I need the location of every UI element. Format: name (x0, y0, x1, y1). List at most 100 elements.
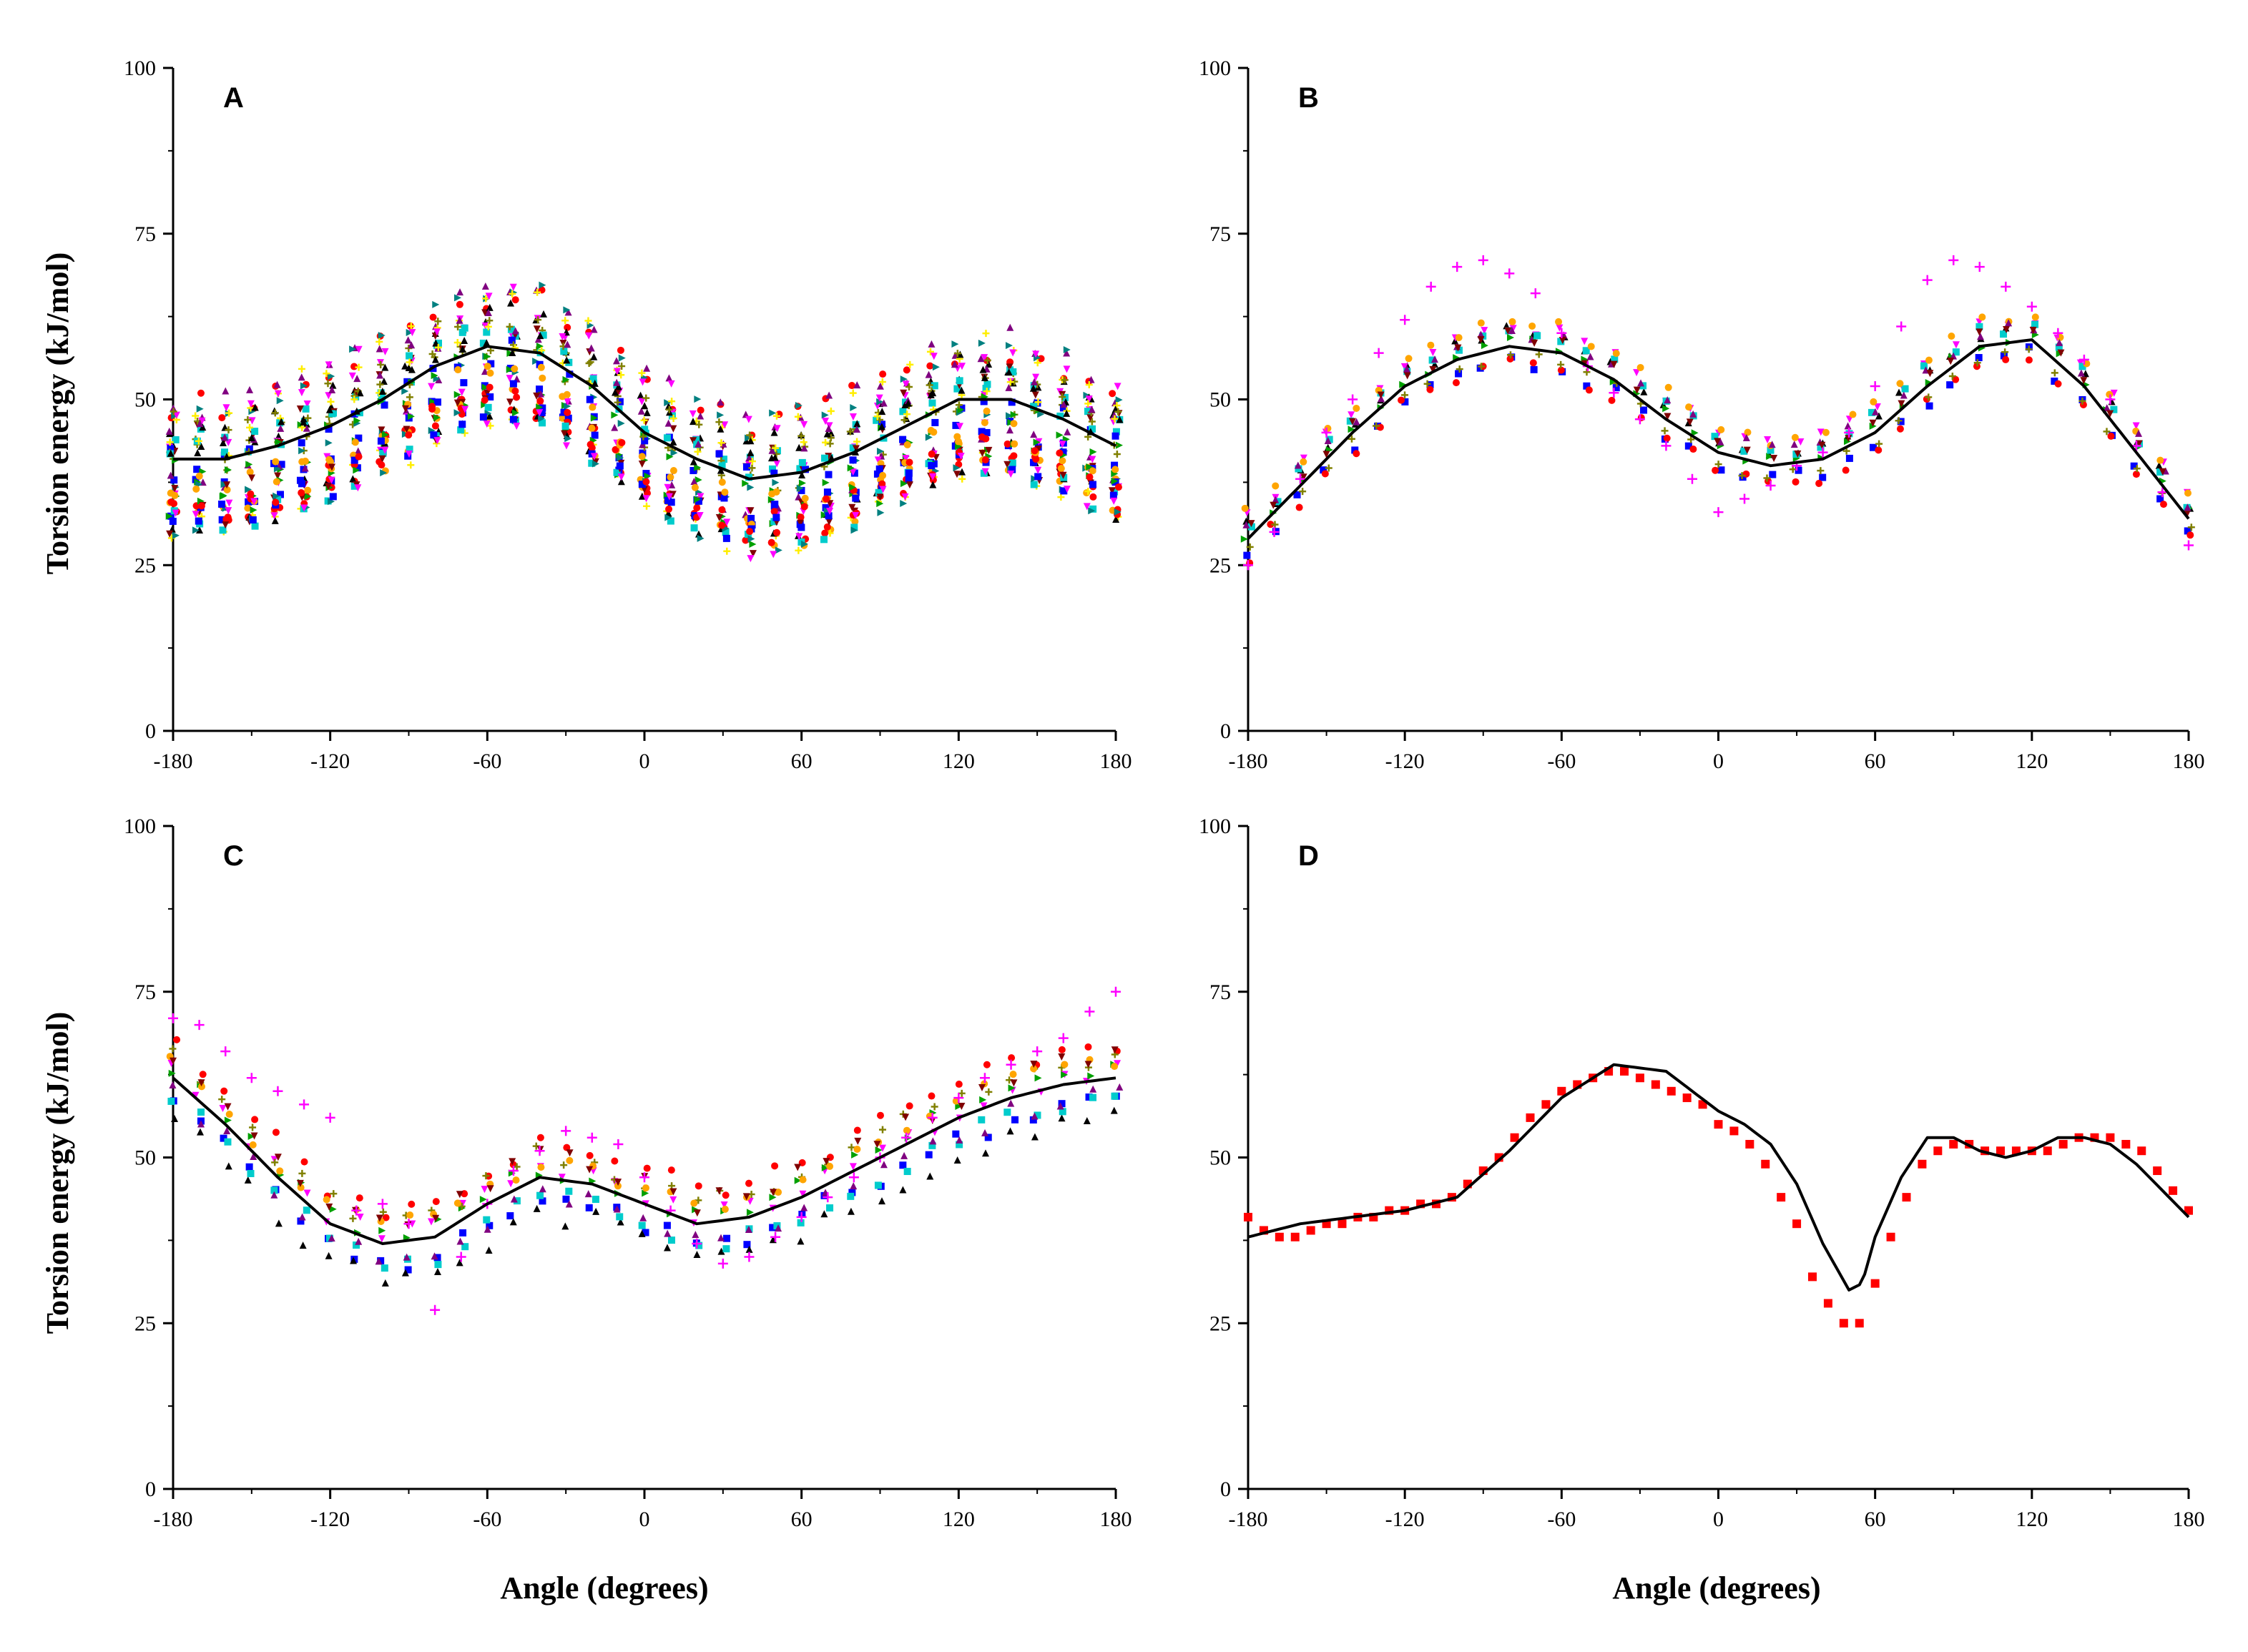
data-point (1664, 413, 1672, 421)
data-point (590, 453, 598, 461)
data-point (850, 523, 858, 531)
data-point (564, 398, 571, 405)
data-point (1555, 318, 1563, 325)
data-point (591, 431, 599, 439)
y-tick-label: 75 (134, 980, 156, 1004)
data-point (300, 382, 308, 390)
data-point (693, 504, 701, 512)
data-point (460, 379, 468, 387)
x-tick-label: 60 (791, 749, 813, 773)
data-point (958, 468, 966, 476)
data-point (350, 1257, 358, 1264)
data-point (878, 408, 886, 416)
data-point (958, 1103, 966, 1111)
y-tick-label: 100 (124, 56, 156, 80)
highlight-point (2157, 487, 2168, 498)
data-point (1477, 330, 1485, 338)
x-tick-label: 60 (791, 1508, 813, 1531)
data-point (2000, 330, 2008, 338)
data-point (638, 1229, 646, 1237)
data-point (800, 444, 808, 452)
data-point (668, 412, 676, 420)
data-point (664, 1229, 672, 1237)
data-point (565, 1200, 573, 1208)
data-point (717, 439, 725, 447)
data-point (722, 534, 730, 542)
highlight-point (796, 1211, 807, 1222)
data-point (775, 1224, 782, 1232)
data-point (1110, 411, 1118, 419)
data-point (1056, 1102, 1064, 1110)
data-point (821, 411, 829, 419)
data-point (642, 478, 650, 486)
data-point (694, 496, 702, 503)
data-point (1633, 369, 1641, 377)
data-point (800, 421, 808, 428)
x-tick-label: -60 (1547, 749, 1576, 773)
data-point (690, 524, 698, 532)
data-point (613, 468, 621, 476)
data-point (1817, 428, 1825, 436)
data-point (977, 355, 985, 363)
data-point (641, 402, 649, 410)
data-point (1112, 515, 1120, 523)
x-tick-label: -180 (154, 1508, 193, 1531)
data-point (403, 1253, 411, 1261)
data-point (197, 389, 205, 397)
data-point (723, 518, 731, 526)
data-point (718, 506, 726, 513)
data-point (376, 380, 384, 388)
data-point (2130, 462, 2138, 470)
data-point (1114, 383, 1121, 390)
data-point (1089, 467, 1096, 475)
data-point (718, 462, 726, 470)
data-point (1949, 1139, 1958, 1149)
data-point (747, 535, 755, 543)
data-point (770, 1189, 777, 1196)
data-point (612, 446, 619, 453)
x-tick-label: 180 (1100, 1508, 1132, 1531)
data-point (586, 1151, 594, 1159)
data-point (378, 387, 386, 395)
data-point (458, 421, 466, 428)
data-point (304, 486, 312, 494)
data-point (1083, 489, 1091, 497)
data-point (564, 308, 572, 316)
data-point (1037, 410, 1045, 418)
data-point (695, 1242, 703, 1249)
data-point (2029, 326, 2037, 334)
data-point (823, 523, 831, 531)
data-point (637, 407, 645, 415)
x-tick-label: 120 (2016, 1508, 2048, 1531)
data-point (2103, 404, 2111, 412)
data-point (722, 528, 730, 536)
highlight-point (1556, 328, 1567, 338)
data-point (2001, 348, 2009, 356)
data-point (928, 450, 936, 458)
data-point (1114, 1060, 1121, 1068)
data-point (873, 403, 881, 410)
x-tick-label: 0 (1713, 1508, 1724, 1531)
data-point (251, 522, 259, 530)
data-point (329, 493, 337, 501)
data-point (296, 405, 304, 413)
y-axis-title-top: Torsion energy (kJ/mol) (40, 252, 75, 575)
data-point (433, 437, 441, 445)
data-point (1003, 461, 1011, 468)
data-point (978, 339, 986, 347)
data-point (1010, 420, 1018, 428)
data-point (330, 1190, 338, 1198)
x-tick-label: -120 (1385, 1508, 1425, 1531)
data-point (663, 1221, 671, 1229)
data-point (559, 393, 566, 400)
data-point (534, 288, 541, 296)
data-point (748, 464, 756, 472)
x-tick-label: -60 (1547, 1508, 1576, 1531)
data-point (955, 1102, 963, 1110)
data-point (2156, 456, 2164, 464)
data-point (486, 393, 494, 401)
data-point (378, 331, 386, 339)
data-point (2184, 527, 2191, 535)
data-point (1743, 446, 1751, 454)
data-point (271, 409, 279, 417)
